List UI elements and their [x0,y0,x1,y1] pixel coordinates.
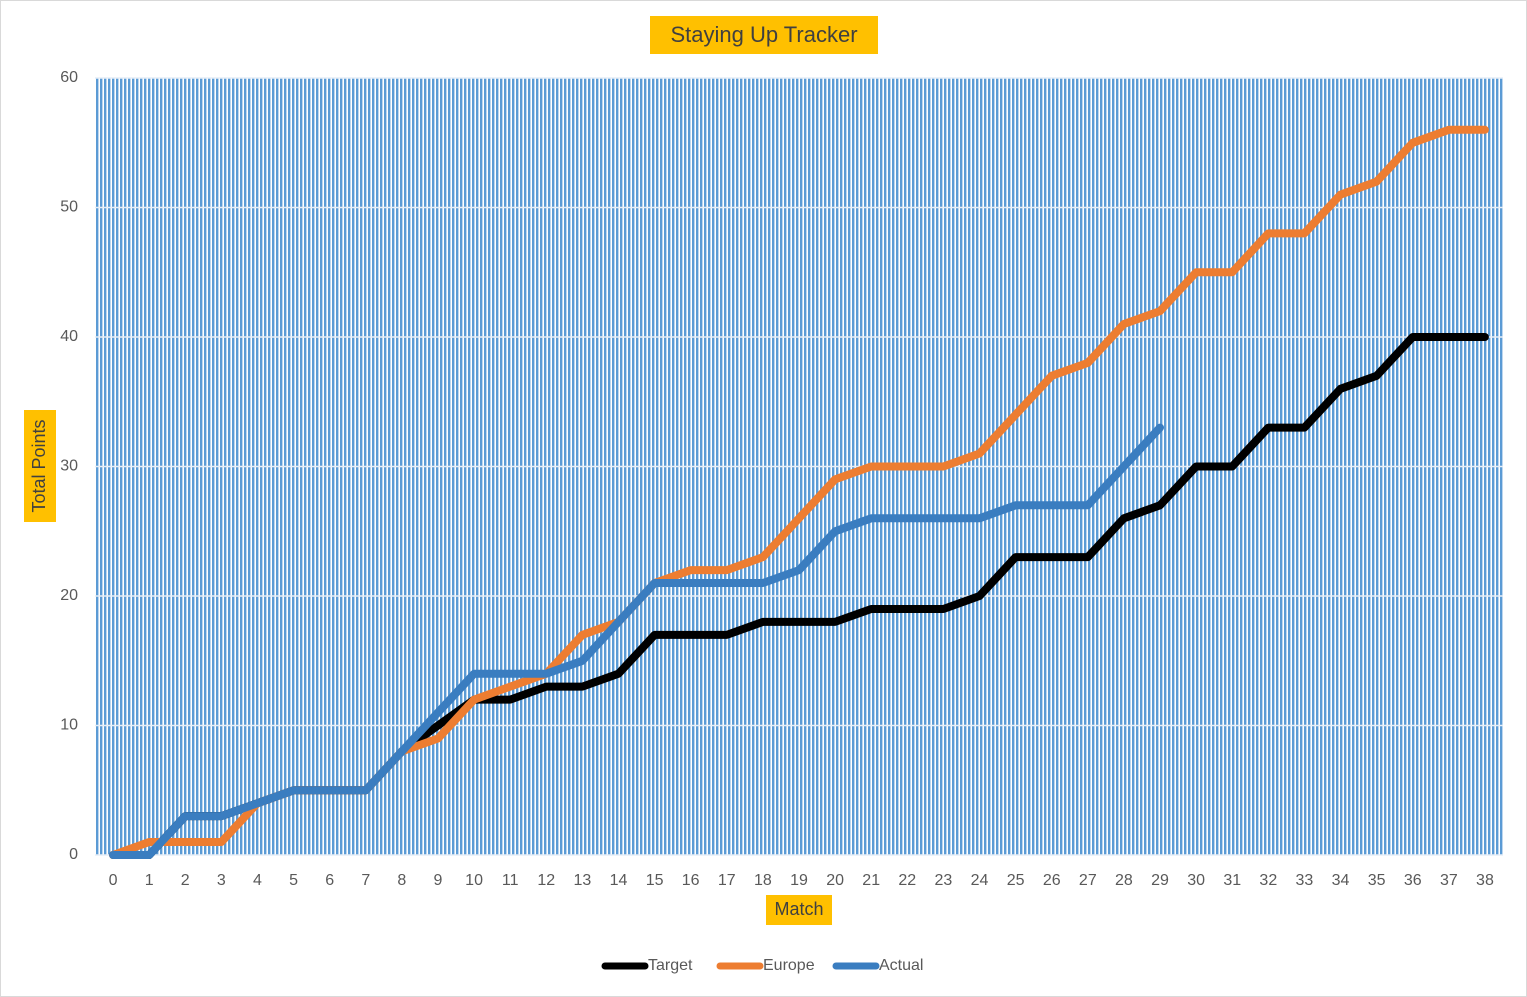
x-tick-label: 0 [109,872,118,889]
x-tick-label: 36 [1404,872,1422,889]
x-label-box [766,895,832,925]
x-tick-label: 28 [1115,872,1133,889]
x-tick-label: 19 [790,872,808,889]
x-tick-label: 38 [1476,872,1494,889]
x-tick-label: 5 [289,872,298,889]
x-tick-label: 14 [610,872,628,889]
x-tick-label: 20 [826,872,844,889]
x-tick-label: 30 [1187,872,1205,889]
x-axis-label: Match [774,899,823,919]
x-tick-label: 7 [361,872,370,889]
x-tick-label: 24 [971,872,989,889]
legend-label: Target [648,957,693,974]
x-tick-label: 11 [502,872,519,889]
chart-title: Staying Up Tracker [670,22,857,47]
x-tick-label: 1 [145,872,154,889]
x-tick-label: 21 [862,872,880,889]
x-tick-label: 32 [1259,872,1277,889]
y-label-box [24,410,56,522]
y-tick-label: 30 [60,458,78,475]
x-tick-label: 27 [1079,872,1097,889]
y-tick-label: 0 [69,846,78,863]
x-tick-label: 17 [718,872,736,889]
x-tick-label: 18 [754,872,772,889]
y-tick-label: 10 [60,717,78,734]
x-tick-label: 4 [253,872,262,889]
x-tick-label: 15 [646,872,664,889]
x-tick-label: 13 [573,872,591,889]
x-tick-label: 8 [397,872,406,889]
y-tick-label: 20 [60,587,78,604]
x-tick-label: 9 [434,872,443,889]
y-axis-label: Total Points [29,419,49,512]
x-tick-label: 2 [181,872,190,889]
x-tick-label: 3 [217,872,226,889]
x-tick-label: 33 [1296,872,1314,889]
series-line [109,423,1164,859]
x-tick-label: 31 [1223,872,1241,889]
x-tick-label: 23 [935,872,953,889]
x-tick-label: 6 [325,872,334,889]
x-tick-label: 10 [465,872,483,889]
x-tick-label: 12 [537,872,555,889]
x-tick-label: 29 [1151,872,1169,889]
x-tick-label: 25 [1007,872,1025,889]
y-tick-label: 60 [60,69,78,86]
y-tick-label: 50 [60,199,78,216]
legend-label: Actual [879,957,923,974]
x-tick-label: 26 [1043,872,1061,889]
x-tick-label: 35 [1368,872,1386,889]
x-tick-label: 22 [898,872,916,889]
y-tick-label: 40 [60,328,78,345]
x-tick-label: 16 [682,872,700,889]
x-tick-label: 37 [1440,872,1458,889]
title-box [650,16,878,54]
legend-label: Europe [763,957,815,974]
x-tick-label: 34 [1332,872,1350,889]
